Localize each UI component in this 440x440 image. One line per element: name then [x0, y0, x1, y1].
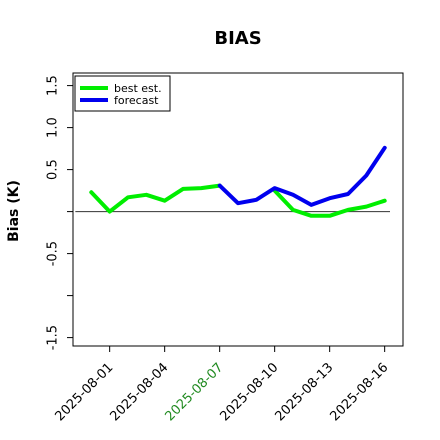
series-layer: [89, 145, 387, 218]
x-axis: 2025-08-012025-08-042025-08-072025-08-10…: [52, 346, 391, 424]
y-tick-label: 1.0: [46, 117, 61, 138]
x-tick-label: 2025-08-01: [52, 360, 116, 424]
plot-frame: [72, 72, 404, 347]
series-line-best-est: [272, 188, 387, 218]
x-tick-label: 2025-08-16: [327, 360, 391, 424]
legend: best est. forecast: [74, 75, 171, 112]
x-tick-label: 2025-08-10: [217, 360, 281, 424]
legend-label-forecast: forecast: [114, 94, 159, 107]
y-tick-label: 0.5: [46, 159, 61, 180]
series-line-best-est: [89, 183, 222, 214]
legend-box: [74, 75, 171, 112]
x-tick-label: 2025-08-04: [107, 360, 171, 424]
legend-label-best-est: best est.: [114, 82, 162, 95]
series-line-forecast: [217, 145, 387, 207]
x-tick-label: 2025-08-07: [162, 360, 226, 424]
y-tick-label: 1.5: [46, 75, 61, 96]
y-tick-label: -0.5: [46, 241, 61, 266]
y-tick-label: -1.5: [46, 325, 61, 350]
chart-title: BIAS: [214, 28, 261, 49]
y-axis: -1.5 -0.5 0.5 1.0 1.5: [46, 75, 73, 350]
y-axis-label: Bias (K): [6, 180, 22, 242]
x-tick-label: 2025-08-13: [272, 360, 336, 424]
